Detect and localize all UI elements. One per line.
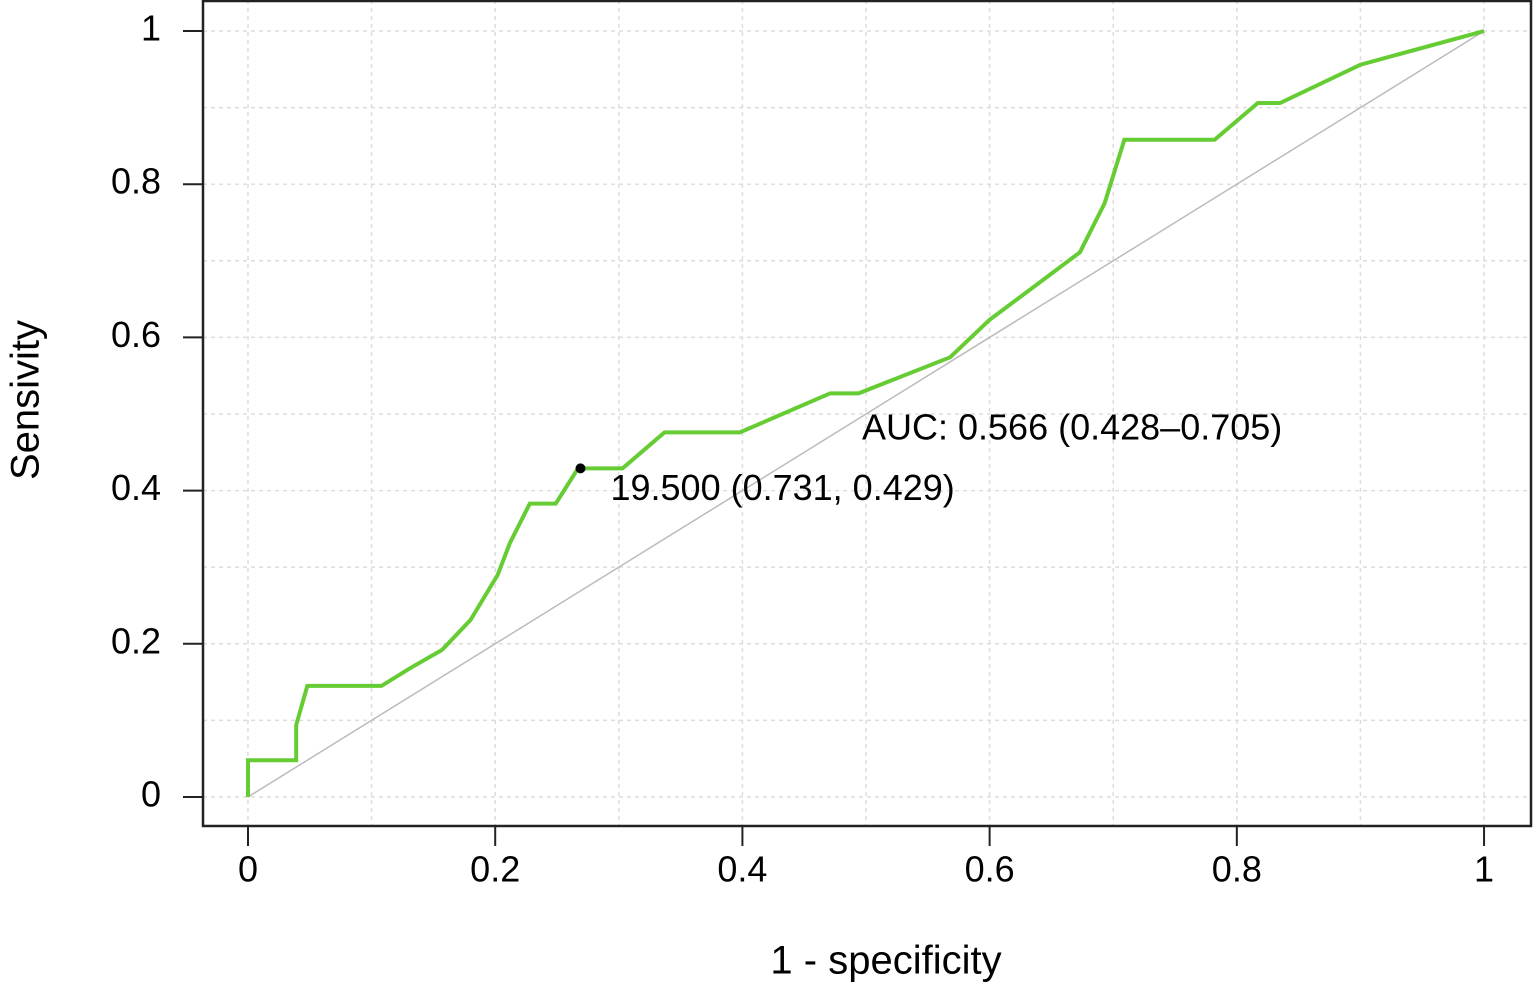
x-tick-label: 0.6 [965,849,1015,890]
y-tick-label: 0.4 [111,467,161,508]
roc-curve [245,29,1485,797]
x-tick-label: 0.2 [470,849,520,890]
auc-label: AUC: 0.566 (0.428–0.705) [862,407,1282,448]
threshold-point [575,463,586,474]
x-axis-label: 1 - specificity [770,939,1001,983]
y-tick-label: 1 [141,8,161,49]
reference-line [247,30,1485,798]
plot-frame [201,0,1533,828]
threshold-label: 19.500 (0.731, 0.429) [610,467,954,508]
y-tick-label: 0.6 [111,314,161,355]
y-tick-label: 0.2 [111,620,161,661]
x-tick-label: 0.8 [1212,849,1262,890]
x-tick-label: 0 [238,849,258,890]
y-tick-label: 0.8 [111,161,161,202]
x-tick-label: 1 [1474,849,1494,890]
x-tick-label: 0.4 [717,849,767,890]
y-axis-label: Sensivity [4,320,48,480]
y-tick-label: 0 [141,773,161,814]
